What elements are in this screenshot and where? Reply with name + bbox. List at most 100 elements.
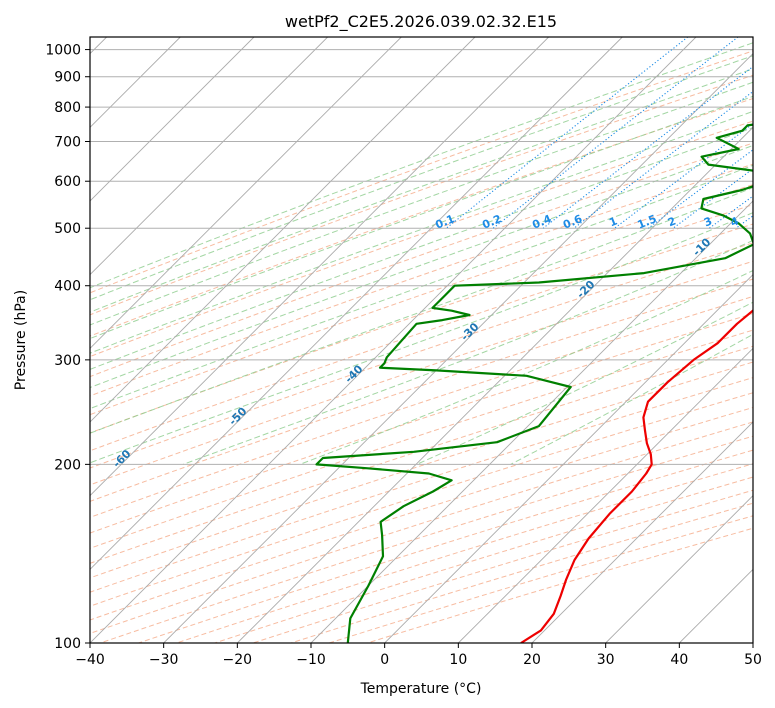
moist-adiabat <box>90 110 753 354</box>
dry-adiabat <box>90 377 753 593</box>
isotherm <box>310 200 753 643</box>
isotherm <box>605 495 753 643</box>
dry-adiabat <box>90 361 753 579</box>
x-tick-label: 20 <box>523 652 541 668</box>
dry-adiabat <box>290 502 753 643</box>
x-tick-label: −40 <box>75 652 105 668</box>
dry-adiabat <box>100 435 753 643</box>
mixing-ratio-line <box>735 215 753 229</box>
y-tick-label: 200 <box>54 457 81 473</box>
x-axis-label: Temperature (°C) <box>360 681 482 697</box>
isotherm <box>679 568 753 643</box>
dry-adiabat <box>90 184 753 416</box>
mixing-ratio-label: 2 <box>666 215 678 230</box>
isotherm-label: -40 <box>342 362 365 385</box>
mixing-ratio-label: 0.1 <box>434 212 457 231</box>
x-tick-label: 30 <box>597 652 615 668</box>
x-tick-label: 50 <box>744 652 762 668</box>
mixing-ratio-line <box>614 122 753 229</box>
dry-adiabat <box>90 406 753 621</box>
y-tick-label: 1000 <box>45 43 81 59</box>
dry-adiabat <box>90 120 753 358</box>
isotherm-label: -60 <box>110 447 133 470</box>
y-tick-label: 300 <box>54 353 81 369</box>
dry-adiabat <box>90 97 753 337</box>
dry-adiabat <box>90 74 753 316</box>
mixing-ratio-label: 1.5 <box>636 212 659 231</box>
dewpoint-trace <box>315 123 753 643</box>
isotherm-label: -70 <box>0 489 18 512</box>
y-tick-label: 400 <box>54 279 81 295</box>
mixing-ratio-label: 0.4 <box>530 212 553 231</box>
isotherm <box>90 37 255 202</box>
mixing-ratio-label: 0.2 <box>480 212 503 231</box>
dry-adiabat <box>90 312 753 534</box>
y-tick-label: 100 <box>54 636 81 652</box>
y-tick-label: 500 <box>54 221 81 237</box>
y-tick-label: 600 <box>54 174 81 190</box>
chart-title: wetPf2_C2E5.2026.039.02.32.E15 <box>285 12 557 32</box>
dry-adiabat <box>90 142 753 378</box>
y-tick-label: 700 <box>54 134 81 150</box>
mixing-ratio-line <box>542 65 753 229</box>
dry-adiabat <box>90 392 753 607</box>
isotherm-label: -20 <box>574 278 597 301</box>
moist-adiabat <box>90 68 753 313</box>
moist-adiabat <box>510 333 753 465</box>
moist-adiabat <box>90 212 753 464</box>
x-tick-label: −20 <box>223 652 253 668</box>
x-tick-label: 0 <box>380 652 389 668</box>
isotherm <box>458 347 753 643</box>
dry-adiabat <box>90 329 753 549</box>
isotherm <box>237 126 753 643</box>
isotherm-label: -10 <box>690 235 713 258</box>
dry-adiabat <box>90 163 753 397</box>
isotherm-label: -30 <box>458 320 481 343</box>
dry-adiabat <box>252 489 753 643</box>
dry-adiabat <box>90 295 753 518</box>
mixing-ratio-line <box>445 37 689 229</box>
y-tick-label: 800 <box>54 100 81 116</box>
plot-frame <box>89 36 754 644</box>
isotherm <box>90 37 623 570</box>
isotherm <box>163 53 753 643</box>
moist-adiabat <box>90 55 753 301</box>
guide-lines <box>90 37 753 643</box>
sounding-traces <box>315 123 753 643</box>
mixing-ratio-label: 4 <box>729 214 741 229</box>
y-axis-label: Pressure (hPa) <box>13 290 29 390</box>
moist-adiabat <box>182 239 753 465</box>
dry-adiabat <box>90 50 753 294</box>
dry-adiabat <box>176 463 753 643</box>
y-tick-label: 900 <box>54 70 81 86</box>
temperature-trace <box>520 309 753 643</box>
isotherm-label: -50 <box>226 405 249 428</box>
isotherm <box>90 37 476 423</box>
mixing-ratio-label: 6 <box>767 214 775 229</box>
x-tick-label: 40 <box>670 652 688 668</box>
moist-adiabat <box>90 95 753 340</box>
dry-adiabat <box>367 527 753 643</box>
isotherm <box>90 37 328 276</box>
moist-adiabat <box>90 187 753 434</box>
dry-adiabat <box>214 476 753 643</box>
dry-adiabat <box>328 515 753 643</box>
x-tick-label: 10 <box>449 652 467 668</box>
dry-adiabat <box>90 260 753 486</box>
dry-adiabat <box>90 204 753 434</box>
dry-adiabat <box>90 345 753 564</box>
isotherm <box>90 37 402 349</box>
dry-adiabat <box>90 242 753 469</box>
moist-adiabat <box>90 42 753 289</box>
mixing-ratio-line <box>492 37 739 229</box>
moist-adiabat <box>90 164 753 410</box>
moist-adiabat <box>90 127 753 370</box>
isotherm <box>384 274 753 643</box>
dry-adiabat <box>90 223 753 452</box>
isotherm <box>90 37 549 497</box>
isotherm <box>90 37 697 643</box>
moist-adiabat <box>416 301 753 465</box>
x-tick-label: −30 <box>149 652 179 668</box>
isotherm <box>752 642 753 643</box>
dry-adiabat <box>90 278 753 502</box>
